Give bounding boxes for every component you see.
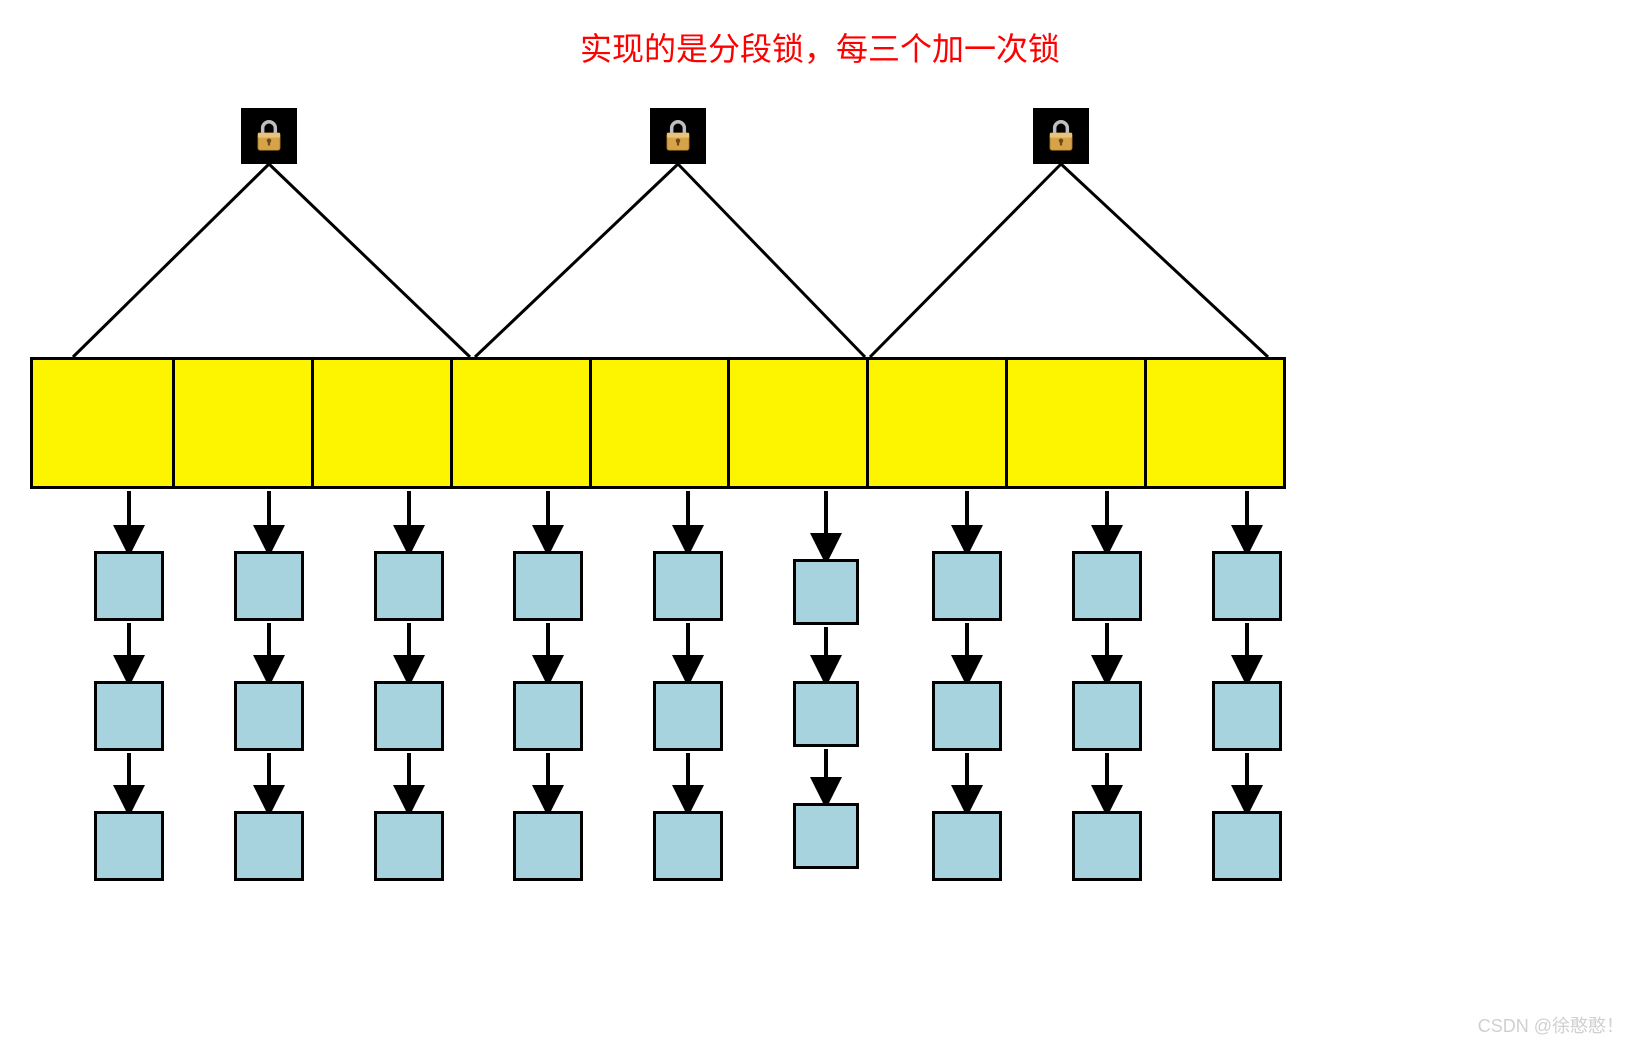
- diagram-title: 实现的是分段锁，每三个加一次锁: [0, 24, 1640, 70]
- lock-icon: [1033, 108, 1089, 164]
- bucket-cell: [172, 360, 311, 486]
- bucket-cell: [866, 360, 1005, 486]
- chain-node: [793, 803, 859, 869]
- chain-node: [374, 681, 444, 751]
- diagram-canvas: { "title": { "text": "实现的是分段锁，每三个加一次锁", …: [0, 0, 1640, 1048]
- lock-icon: [650, 108, 706, 164]
- chain-node: [793, 681, 859, 747]
- chain-node: [653, 681, 723, 751]
- bucket-cell: [1144, 360, 1283, 486]
- bucket-cell: [1005, 360, 1144, 486]
- chain-node: [932, 551, 1002, 621]
- bucket-array: [30, 357, 1286, 489]
- chain-node: [653, 551, 723, 621]
- chain-node: [793, 559, 859, 625]
- chain-node: [94, 811, 164, 881]
- bucket-cell: [727, 360, 866, 486]
- chain-node: [94, 681, 164, 751]
- chain-node: [653, 811, 723, 881]
- chain-node: [374, 811, 444, 881]
- bucket-cell: [311, 360, 450, 486]
- chain-node: [1212, 681, 1282, 751]
- bucket-cell: [450, 360, 589, 486]
- chain-node: [513, 811, 583, 881]
- chain-node: [513, 681, 583, 751]
- lock-icon: [241, 108, 297, 164]
- chain-node: [1212, 551, 1282, 621]
- chain-node: [1072, 681, 1142, 751]
- bucket-cell: [33, 360, 172, 486]
- chain-node: [234, 551, 304, 621]
- chain-node: [234, 681, 304, 751]
- chain-node: [234, 811, 304, 881]
- watermark: CSDN @徐憨憨！: [1478, 1012, 1624, 1038]
- chain-node: [1072, 551, 1142, 621]
- chain-node: [932, 811, 1002, 881]
- bucket-cell: [589, 360, 728, 486]
- chain-node: [374, 551, 444, 621]
- chain-node: [1072, 811, 1142, 881]
- chain-node: [513, 551, 583, 621]
- chain-node: [94, 551, 164, 621]
- chain-node: [932, 681, 1002, 751]
- chain-node: [1212, 811, 1282, 881]
